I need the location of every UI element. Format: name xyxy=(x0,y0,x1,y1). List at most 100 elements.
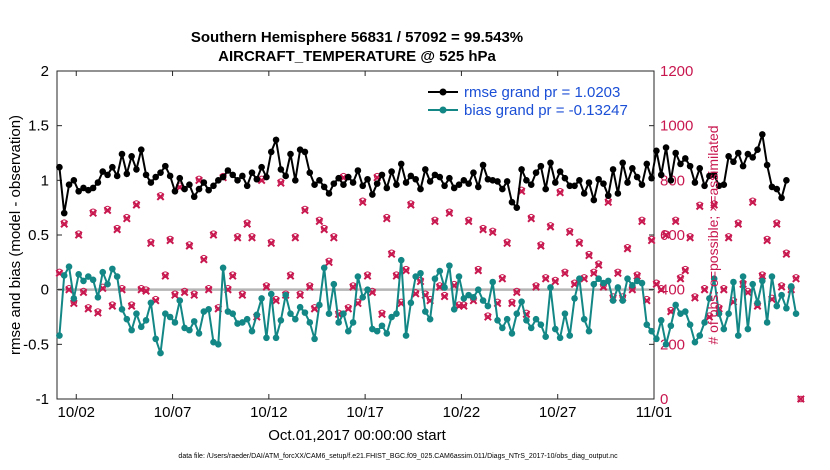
assimilated-marker xyxy=(378,310,386,319)
rmse-point xyxy=(436,173,444,181)
bias-point xyxy=(349,319,357,326)
assimilated-marker xyxy=(633,272,642,280)
y-tick-label: 0.5 xyxy=(28,227,49,244)
possible-marker xyxy=(152,295,159,303)
rmse-point xyxy=(648,174,655,182)
possible-marker xyxy=(513,287,521,295)
possible-marker xyxy=(662,230,670,237)
possible-marker xyxy=(181,287,188,295)
bias-point xyxy=(580,315,588,323)
y-axis-right-label: # of obs: o=possible; ×=assimilated xyxy=(705,125,721,344)
rmse-point xyxy=(349,179,357,186)
bias-point xyxy=(287,310,294,318)
rmse-point xyxy=(783,177,790,184)
bias-point xyxy=(576,275,583,283)
rmse-point xyxy=(397,160,405,168)
possible-marker xyxy=(484,312,492,319)
assimilated-marker xyxy=(69,299,78,308)
possible-marker xyxy=(267,238,275,246)
rmse-point xyxy=(152,173,159,181)
bias-point xyxy=(248,327,256,335)
possible-marker xyxy=(80,287,87,295)
rmse-point xyxy=(474,183,482,191)
rmse-point xyxy=(287,150,294,158)
rmse-point xyxy=(624,179,631,186)
bias-point xyxy=(94,294,102,301)
bias-point xyxy=(681,308,689,315)
rmse-point xyxy=(686,162,694,170)
rmse-point xyxy=(378,171,386,179)
bias-point xyxy=(84,273,92,280)
assimilated-marker xyxy=(301,206,309,215)
rmse-point xyxy=(325,190,333,197)
bias-point xyxy=(614,284,622,291)
possible-marker xyxy=(388,249,395,257)
assimilated-marker xyxy=(796,395,805,403)
assimilated-marker xyxy=(344,304,353,313)
x-tick-label: 10/17 xyxy=(346,404,384,421)
rmse-point xyxy=(470,169,477,176)
rmse-point xyxy=(407,172,415,180)
assimilated-marker xyxy=(248,233,256,242)
bias-point xyxy=(335,319,342,326)
x-tick-label: 10/07 xyxy=(154,404,192,421)
bias-point xyxy=(585,327,593,335)
rmse-point xyxy=(667,177,675,184)
possible-marker xyxy=(701,285,708,292)
y-tick-label: 2 xyxy=(41,63,49,80)
bias-point xyxy=(296,303,304,311)
rmse-point xyxy=(629,165,636,172)
rmse-point xyxy=(503,178,511,185)
bias-point xyxy=(470,294,477,301)
bias-point xyxy=(166,313,174,321)
bias-point xyxy=(749,280,756,288)
bias-point xyxy=(65,263,73,271)
rmse-point xyxy=(272,136,280,144)
rmse-point xyxy=(239,172,246,180)
possible-marker xyxy=(75,230,82,237)
assimilated-marker xyxy=(527,214,536,223)
rmse-point xyxy=(571,182,578,190)
bias-point xyxy=(744,325,752,333)
bias-point xyxy=(556,334,564,342)
rmse-point xyxy=(518,166,525,173)
assimilated-marker xyxy=(700,285,709,294)
rmse-point xyxy=(258,163,265,171)
bias-point xyxy=(412,273,419,280)
assimilated-marker xyxy=(84,304,93,313)
rmse-point xyxy=(730,158,737,166)
x-tick-label: 10/22 xyxy=(443,404,481,421)
possible-marker xyxy=(349,282,357,289)
rmse-point xyxy=(677,160,684,168)
assimilated-marker xyxy=(156,192,165,201)
bias-point xyxy=(205,306,212,313)
y-tick-label: 1 xyxy=(41,172,49,189)
bias-point xyxy=(123,315,131,323)
bias-point xyxy=(359,294,367,301)
possible-marker xyxy=(653,279,660,287)
assimilated-marker xyxy=(320,225,329,234)
rmse-point xyxy=(234,177,241,184)
bias-point xyxy=(503,315,511,323)
rmse-point xyxy=(494,178,501,185)
rmse-point xyxy=(561,174,569,182)
possible-marker xyxy=(104,205,111,213)
assimilated-marker xyxy=(406,201,415,209)
assimilated-marker xyxy=(291,233,300,242)
rmse-point xyxy=(56,163,63,171)
assimilated-marker xyxy=(686,233,695,242)
bias-point xyxy=(104,280,111,288)
bias-point xyxy=(672,301,679,309)
x-tick-label: 10/02 xyxy=(57,404,95,421)
bias-point xyxy=(629,281,636,289)
possible-marker xyxy=(537,241,545,248)
rmse-point xyxy=(778,194,785,202)
plot-area xyxy=(56,70,655,400)
assimilated-marker xyxy=(431,217,439,226)
possible-marker xyxy=(296,290,304,298)
assimilated-marker xyxy=(503,239,512,248)
assimilated-marker xyxy=(243,220,252,228)
assimilated-marker xyxy=(94,308,102,317)
bias-point xyxy=(162,310,169,318)
